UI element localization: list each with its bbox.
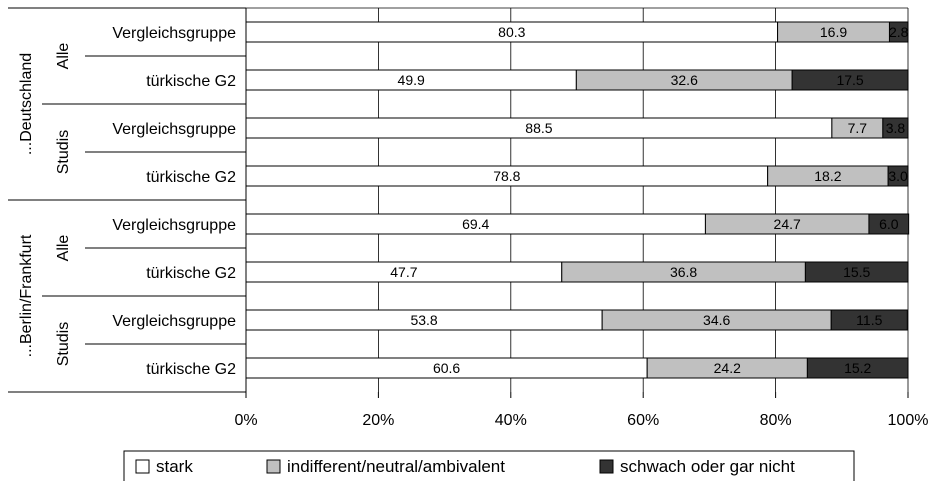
data-label: 3.0 — [888, 168, 908, 184]
row-label: türkische G2 — [146, 73, 236, 90]
x-tick-label: 40% — [495, 412, 527, 429]
data-label: 47.7 — [390, 264, 417, 280]
x-tick-label: 60% — [627, 412, 659, 429]
data-label: 34.6 — [703, 312, 730, 328]
x-tick-label: 100% — [888, 412, 929, 429]
legend: stark indifferent/neutral/ambivalent sch… — [123, 450, 855, 484]
legend-swatch-stark — [135, 459, 150, 474]
legend-label-schwach: schwach oder gar nicht — [620, 457, 795, 476]
data-label: 49.9 — [398, 72, 425, 88]
data-label: 11.5 — [856, 312, 882, 328]
data-label: 6.0 — [879, 216, 899, 232]
bar-segment — [804, 261, 909, 283]
data-label: 24.2 — [714, 360, 741, 376]
bar-segment — [888, 21, 909, 43]
legend-swatch-indifferent — [266, 459, 281, 474]
data-label: 16.9 — [820, 24, 847, 40]
group-label: ...Deutschland — [18, 53, 35, 155]
data-label: 3.8 — [886, 120, 906, 136]
row-label: Vergleichsgruppe — [112, 25, 236, 42]
x-tick-label: 80% — [760, 412, 792, 429]
x-tick-label: 20% — [362, 412, 394, 429]
row-label: türkische G2 — [146, 265, 236, 282]
row-label: Vergleichsgruppe — [112, 121, 236, 138]
x-tick-label: 0% — [234, 412, 257, 429]
group-label: ...Berlin/Frankfurt — [18, 234, 35, 357]
data-label: 15.2 — [844, 360, 871, 376]
bars: 80.3 16.9 2.8 49.9 32.6 17.5 88.5 7.7 3.8 78.8 18.… — [245, 21, 910, 379]
data-label: 60.6 — [433, 360, 460, 376]
subgroup-label: Studis — [55, 130, 72, 174]
data-label: 69.4 — [462, 216, 489, 232]
subgroup-label: Alle — [55, 43, 72, 70]
subgroup-label: Alle — [55, 235, 72, 262]
data-label: 53.8 — [410, 312, 437, 328]
data-label: 88.5 — [525, 120, 552, 136]
bar-segment — [868, 213, 910, 235]
legend-label-indifferent: indifferent/neutral/ambivalent — [287, 457, 505, 476]
bar-segment — [791, 69, 909, 91]
row-label: Vergleichsgruppe — [112, 217, 236, 234]
bar-segment — [830, 309, 908, 331]
data-label: 15.5 — [843, 264, 870, 280]
legend-box — [123, 450, 855, 484]
subgroup-label: Studis — [55, 322, 72, 366]
gridlines — [8, 7, 909, 398]
bar-segment — [882, 117, 909, 139]
data-label: 80.3 — [498, 24, 525, 40]
x-axis: 0% 20% 40% 60% 80% 100% — [234, 392, 928, 429]
bar-segment — [887, 165, 909, 187]
data-label: 24.7 — [774, 216, 801, 232]
legend-swatch-schwach — [599, 459, 614, 474]
data-label: 78.8 — [493, 168, 520, 184]
legend-label-stark: stark — [156, 457, 193, 476]
category-labels: ...Deutschland Alle Vergleichsgruppe türkis… — [18, 25, 236, 378]
data-label: 7.7 — [848, 120, 868, 136]
data-label: 32.6 — [671, 72, 698, 88]
data-label: 36.8 — [670, 264, 697, 280]
data-label: 2.8 — [889, 24, 909, 40]
row-label: türkische G2 — [146, 169, 236, 186]
bar-segment — [806, 357, 909, 379]
row-label: türkische G2 — [146, 361, 236, 378]
data-label: 18.2 — [814, 168, 841, 184]
row-label: Vergleichsgruppe — [112, 313, 236, 330]
data-label: 17.5 — [836, 72, 863, 88]
